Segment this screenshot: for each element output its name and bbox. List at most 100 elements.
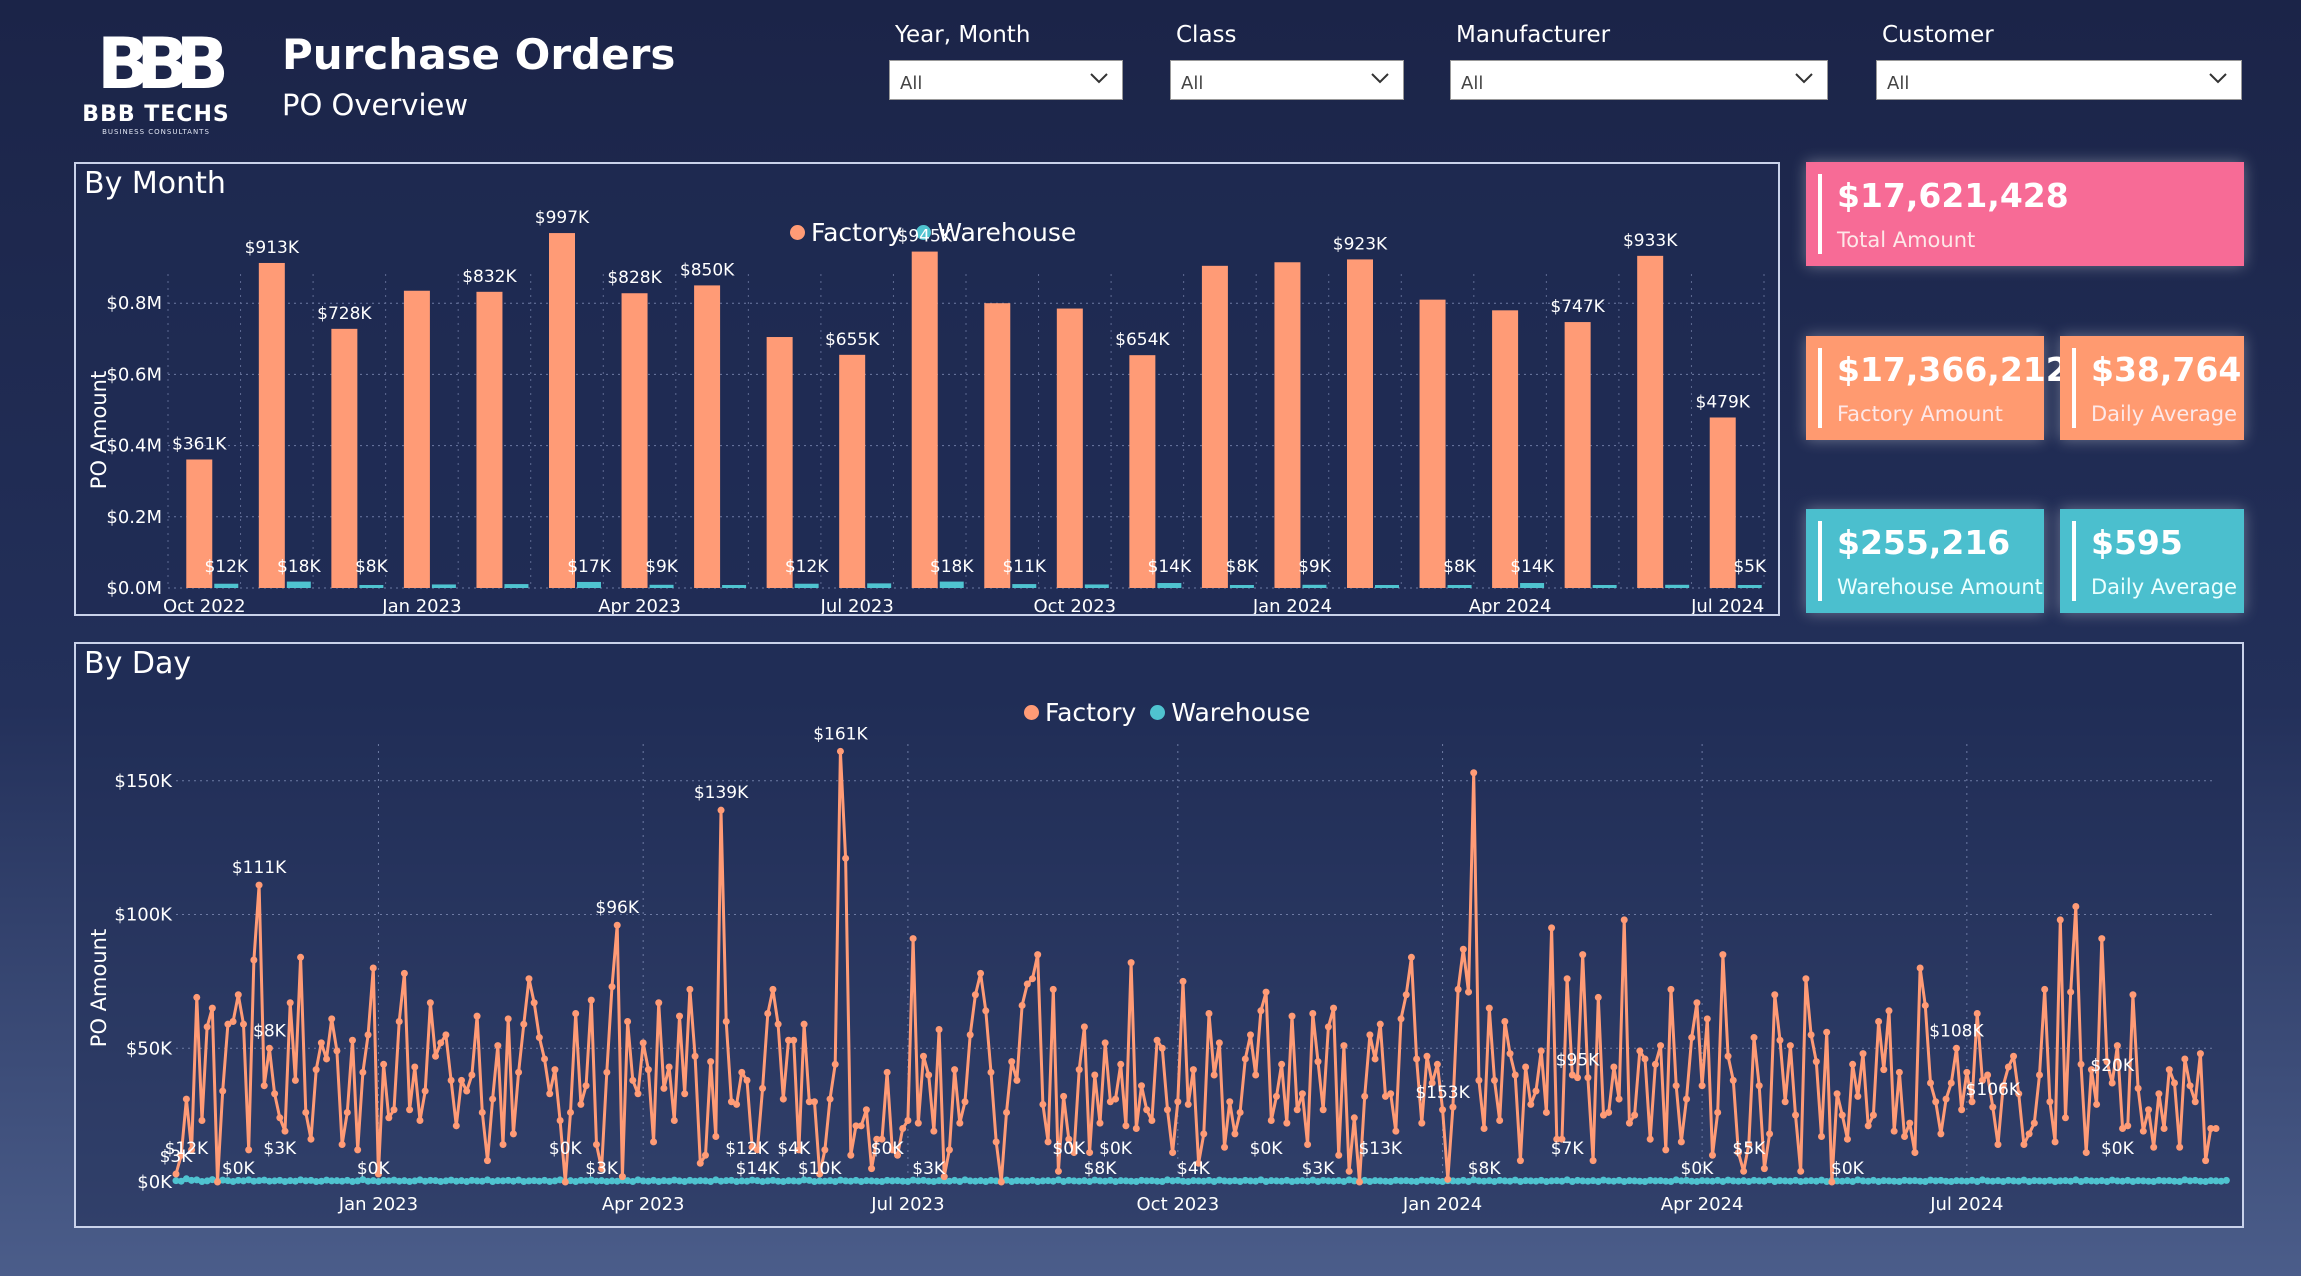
factory-point — [1864, 1122, 1872, 1130]
warehouse-point — [582, 1177, 590, 1185]
filter-class-dropdown[interactable]: All — [1170, 60, 1404, 100]
warehouse-point — [1231, 1177, 1239, 1185]
filter-customer-dropdown[interactable]: All — [1876, 60, 2242, 100]
warehouse-point — [1906, 1177, 1914, 1185]
warehouse-data-label: $17K — [567, 557, 611, 577]
warehouse-point — [1350, 1177, 1358, 1185]
factory-point — [437, 1039, 445, 1047]
factory-point — [2020, 1141, 2028, 1149]
warehouse-point — [1039, 1177, 1047, 1185]
factory-data-label: $728K — [317, 304, 372, 324]
warehouse-point — [442, 1177, 450, 1185]
warehouse-point — [1994, 1177, 2002, 1185]
factory-point — [951, 1066, 959, 1074]
factory-point — [1683, 1095, 1691, 1103]
warehouse-point — [613, 1177, 621, 1185]
factory-point — [2046, 1098, 2054, 1106]
warehouse-point — [1579, 1177, 1587, 1185]
factory-point — [1350, 1114, 1358, 1122]
warehouse-point — [1345, 1176, 1353, 1184]
factory-point — [343, 1108, 351, 1116]
x-tick-label: Oct 2022 — [163, 596, 246, 614]
warehouse-point — [385, 1177, 393, 1185]
warehouse-point — [2191, 1176, 2199, 1184]
factory-point — [297, 953, 305, 961]
factory-point — [1989, 1103, 1997, 1111]
warehouse-point — [1781, 1177, 1789, 1185]
factory-point — [1734, 1149, 1742, 1157]
warehouse-point — [224, 1177, 232, 1185]
factory-point — [338, 1141, 346, 1149]
warehouse-point — [1304, 1177, 1312, 1185]
warehouse-point — [598, 1177, 606, 1185]
warehouse-point — [1615, 1176, 1623, 1184]
factory-point — [1163, 1106, 1171, 1114]
filter-manufacturer-dropdown[interactable]: All — [1450, 60, 1828, 100]
factory-point — [1527, 1100, 1535, 1108]
factory-point — [2207, 1125, 2215, 1132]
factory-data-label: $106K — [1966, 1080, 2021, 1100]
warehouse-point — [530, 1177, 538, 1185]
factory-point — [1714, 1108, 1722, 1116]
warehouse-point — [644, 1177, 652, 1185]
warehouse-point — [883, 1176, 891, 1184]
legend-warehouse[interactable]: Warehouse — [1150, 698, 1310, 727]
factory-point — [971, 991, 979, 999]
factory-point — [769, 985, 777, 993]
warehouse-point — [1148, 1177, 1156, 1185]
factory-point — [1304, 1141, 1312, 1149]
factory-data-label: $108K — [1929, 1021, 1984, 1041]
factory-point — [977, 969, 985, 977]
filter-customer-value: All — [1887, 73, 1910, 94]
factory-point — [2004, 1063, 2012, 1071]
page-title: Purchase Orders — [282, 30, 676, 79]
factory-point — [1625, 1119, 1633, 1127]
factory-point — [2108, 1079, 2116, 1087]
factory-point — [1241, 1055, 1249, 1063]
warehouse-point — [1034, 1177, 1042, 1185]
factory-bar — [621, 293, 648, 588]
warehouse-data-label: $0K — [357, 1159, 391, 1179]
warehouse-point — [2155, 1176, 2163, 1184]
factory-point — [1693, 999, 1701, 1007]
warehouse-point — [930, 1177, 938, 1185]
warehouse-point — [826, 1177, 834, 1185]
factory-point — [1148, 1116, 1156, 1124]
warehouse-point — [1288, 1177, 1296, 1185]
legend-factory-label: Factory — [1045, 698, 1137, 727]
legend-factory[interactable]: Factory — [1024, 698, 1136, 727]
filter-year-month-dropdown[interactable]: All — [889, 60, 1123, 100]
factory-point — [1221, 1143, 1229, 1151]
legend-warehouse[interactable]: Warehouse — [916, 218, 1076, 247]
warehouse-data-label: $13K — [1358, 1139, 1402, 1159]
warehouse-point — [2134, 1177, 2142, 1185]
warehouse-point — [1101, 1177, 1109, 1185]
factory-point — [930, 1127, 938, 1135]
factory-point — [582, 1082, 590, 1090]
warehouse-point — [400, 1177, 408, 1185]
warehouse-point — [1875, 1177, 1883, 1185]
legend-factory[interactable]: Factory — [790, 218, 902, 247]
warehouse-point — [681, 1177, 689, 1185]
warehouse-point — [1106, 1176, 1114, 1184]
warehouse-bar — [1520, 583, 1545, 588]
factory-point — [457, 1076, 465, 1084]
factory-point — [1501, 1018, 1509, 1025]
factory-point — [1797, 1167, 1805, 1175]
factory-bar — [1129, 355, 1156, 588]
factory-point — [530, 999, 538, 1007]
warehouse-bar — [431, 584, 456, 588]
factory-point — [172, 1170, 180, 1178]
warehouse-data-label: $18K — [277, 557, 321, 577]
warehouse-point — [1132, 1177, 1140, 1185]
factory-point — [1906, 1119, 1914, 1127]
factory-point — [764, 1009, 772, 1017]
factory-point — [1838, 1111, 1846, 1119]
factory-point — [795, 1146, 803, 1154]
factory-point — [712, 1133, 720, 1141]
page-subtitle: PO Overview — [282, 88, 469, 122]
factory-point — [1724, 1052, 1732, 1060]
warehouse-point — [1096, 1177, 1104, 1185]
factory-point — [1698, 1082, 1706, 1090]
factory-point — [1205, 1009, 1213, 1017]
